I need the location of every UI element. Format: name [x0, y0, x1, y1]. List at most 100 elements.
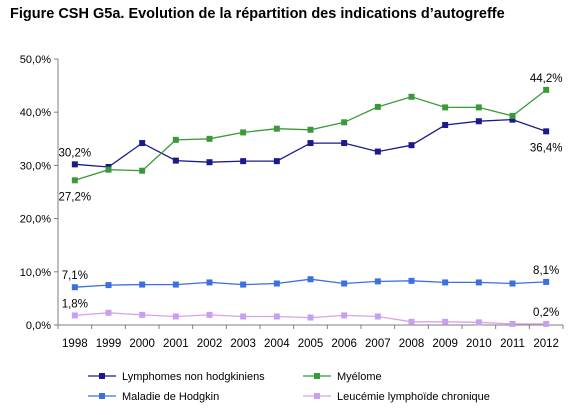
x-tick-label: 2008: [399, 338, 425, 350]
data-point: [307, 140, 314, 147]
data-point: [307, 126, 314, 133]
chart-legend: Lymphomes non hodgkiniens Myélome Maladie …: [88, 371, 490, 403]
data-point: [71, 177, 78, 184]
legend-label: Myélome: [337, 371, 382, 383]
data-point: [408, 277, 415, 284]
data-label: 1,8%: [62, 298, 88, 310]
x-tick-label: 2005: [298, 338, 324, 350]
data-point: [509, 320, 516, 327]
data-point: [71, 312, 78, 319]
chart-title: Figure CSH G5a. Evolution de la répartit…: [10, 6, 505, 22]
data-label: 0,2%: [533, 307, 559, 319]
data-point: [341, 119, 348, 126]
data-point: [139, 140, 146, 147]
y-tick-label: 20,0%: [20, 214, 51, 226]
data-point: [374, 103, 381, 110]
data-point: [71, 161, 78, 168]
data-point: [172, 136, 179, 143]
chart-data-labels: 30,2% 36,4% 27,2% 44,2% 7,1% 8,1% 1,8% 0,2%: [59, 73, 563, 319]
data-point: [442, 121, 449, 128]
y-tick-label: 0,0%: [26, 320, 51, 332]
x-tick-label: 2002: [197, 338, 223, 350]
x-tick-label: 1999: [96, 338, 122, 350]
data-point: [543, 128, 550, 135]
data-point: [475, 319, 482, 326]
y-tick-label: 40,0%: [20, 107, 51, 119]
x-tick-label: 2004: [264, 338, 290, 350]
data-point: [273, 158, 280, 165]
data-point: [105, 309, 112, 316]
data-point: [139, 167, 146, 174]
legend-swatch-marker: [314, 373, 320, 379]
x-tick-label: 2000: [129, 338, 155, 350]
data-point: [475, 104, 482, 111]
data-point: [240, 158, 247, 165]
legend-swatch-marker: [99, 373, 105, 379]
data-point: [408, 318, 415, 325]
data-point: [105, 282, 112, 289]
x-tick-label: 2009: [432, 338, 458, 350]
data-point: [475, 118, 482, 125]
data-point: [172, 157, 179, 164]
chart-axes: 0,0% 10,0% 20,0% 30,0% 40,0% 50,0% 1998 1999 200…: [20, 54, 564, 350]
x-tick-label: 2010: [466, 338, 492, 350]
data-point: [543, 86, 550, 93]
x-tick-label: 2011: [500, 338, 525, 350]
data-label: 8,1%: [533, 265, 559, 277]
data-point: [139, 311, 146, 318]
data-point: [374, 148, 381, 155]
data-label: 30,2%: [59, 147, 92, 159]
x-tick-label: 2001: [163, 338, 189, 350]
data-point: [307, 314, 314, 321]
x-tick-label: 2012: [533, 338, 559, 350]
data-point: [341, 140, 348, 147]
data-point: [206, 279, 213, 286]
legend-label: Lymphomes non hodgkiniens: [122, 371, 265, 383]
data-point: [408, 142, 415, 149]
data-point: [71, 284, 78, 291]
data-point: [442, 104, 449, 111]
x-tick-label: 2003: [230, 338, 256, 350]
legend-label: Maladie de Hodgkin: [122, 391, 219, 403]
y-tick-label: 10,0%: [20, 267, 51, 279]
data-point: [240, 281, 247, 288]
data-point: [273, 280, 280, 287]
data-label: 7,1%: [62, 270, 88, 282]
legend-swatch-marker: [314, 393, 320, 399]
data-point: [240, 129, 247, 136]
y-tick-label: 30,0%: [20, 160, 51, 172]
data-point: [543, 320, 550, 327]
series-line-1: [74, 89, 547, 181]
data-point: [341, 280, 348, 287]
data-point: [172, 313, 179, 320]
legend-swatch-marker: [99, 393, 105, 399]
data-point: [206, 159, 213, 166]
data-point: [374, 278, 381, 285]
data-label: 27,2%: [59, 191, 92, 203]
data-point: [374, 313, 381, 320]
x-tick-label: 2006: [331, 338, 357, 350]
data-label: 36,4%: [530, 142, 563, 154]
data-point: [509, 112, 516, 119]
legend-label: Leucémie lymphoïde chronique: [337, 391, 490, 403]
x-tick-label: 1998: [62, 338, 88, 350]
data-label: 44,2%: [530, 73, 563, 85]
data-point: [273, 313, 280, 320]
data-point: [273, 125, 280, 132]
y-tick-label: 50,0%: [20, 54, 51, 66]
x-tick-label: 2007: [365, 338, 391, 350]
data-point: [543, 278, 550, 285]
data-point: [408, 93, 415, 100]
data-point: [509, 280, 516, 287]
data-point: [206, 135, 213, 142]
data-point: [240, 313, 247, 320]
data-point: [442, 318, 449, 325]
data-point: [206, 311, 213, 318]
data-point: [442, 279, 449, 286]
chart-series: [71, 86, 550, 327]
data-point: [475, 279, 482, 286]
data-point: [139, 281, 146, 288]
data-point: [307, 276, 314, 283]
data-point: [172, 281, 179, 288]
